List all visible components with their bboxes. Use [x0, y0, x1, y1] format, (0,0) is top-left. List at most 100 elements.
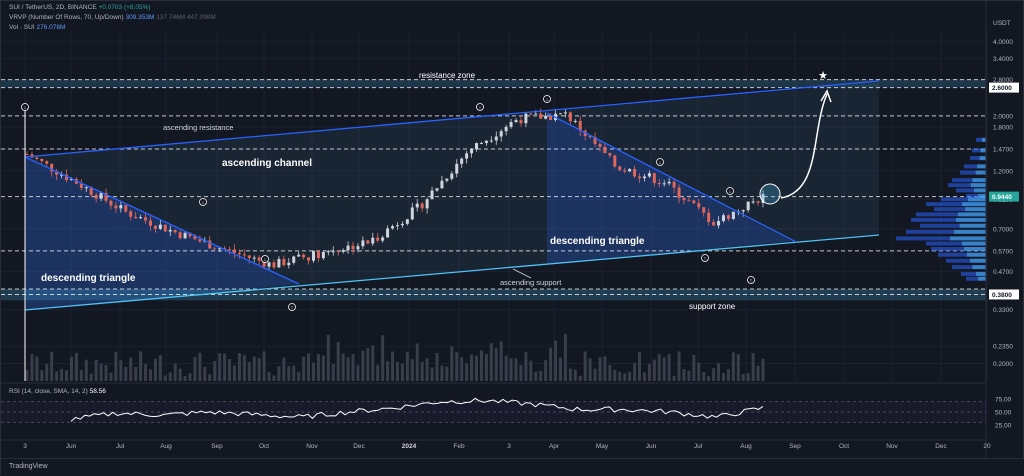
- volume-bar: [593, 368, 597, 381]
- candle-body: [163, 224, 167, 232]
- volume-profile-bar: [972, 178, 986, 183]
- rsi-line: [70, 397, 764, 422]
- descending-triangle-left-area: [25, 157, 299, 310]
- volume-bar: [297, 371, 301, 381]
- candle-body: [272, 262, 276, 268]
- volume-bar: [198, 352, 202, 381]
- arrow-down-icon: ↓: [546, 97, 549, 103]
- candle-body: [297, 254, 301, 257]
- candle-body: [395, 225, 399, 227]
- volume-bar: [598, 357, 602, 381]
- volume-profile-bar: [982, 137, 986, 142]
- volume-profile-bar: [916, 212, 986, 217]
- volume-bar: [524, 352, 528, 381]
- volume-bar: [494, 348, 498, 381]
- time-tick-label: Sep: [789, 443, 801, 450]
- volume-bar: [479, 350, 483, 381]
- candle-body: [603, 146, 607, 154]
- candle-body: [731, 211, 735, 219]
- volume-profile-bar: [968, 197, 986, 202]
- volume-profile-bar: [978, 276, 986, 281]
- price-chart[interactable]: ★ ↓ ↓ ↓ ↓ ↓ ↓ ↓ ↑ ↑ ↑ resistance zone ascending resi…: [1, 1, 1024, 458]
- candle-body: [292, 256, 296, 263]
- candle-body: [69, 179, 73, 181]
- volume-bar: [267, 371, 271, 381]
- volume-bar: [563, 333, 567, 381]
- volume-bar: [69, 356, 73, 381]
- arrow-down-icon: ↓: [729, 189, 732, 195]
- candle-body: [539, 113, 543, 119]
- candle-body: [247, 255, 251, 259]
- volume-bar: [203, 367, 207, 381]
- candle-body: [129, 211, 133, 217]
- volume-bar: [277, 366, 281, 381]
- candle-body: [598, 143, 602, 147]
- time-tick-label: Nov: [886, 443, 898, 450]
- candle-body: [633, 169, 637, 177]
- candle-body: [198, 239, 202, 242]
- volume-bar: [677, 351, 681, 381]
- volume-profile-bar: [950, 236, 986, 241]
- volume-bar: [262, 351, 266, 381]
- volume-bar: [60, 368, 64, 381]
- candle-body: [178, 232, 182, 239]
- volume-bar: [228, 359, 232, 381]
- volume-profile-bar: [941, 197, 986, 202]
- volume-profile-bar: [952, 265, 986, 270]
- volume-profile-bar: [979, 156, 986, 161]
- volume-bar: [583, 351, 587, 381]
- candle-body: [361, 240, 365, 247]
- candle-body: [475, 143, 479, 150]
- candle-body: [549, 115, 553, 121]
- time-tick-label: 20: [983, 443, 991, 450]
- volume-profile-bar: [977, 164, 986, 169]
- volume-bar: [25, 369, 29, 381]
- price-tick-label: 0.2350: [993, 344, 1013, 351]
- candle-body: [440, 180, 444, 189]
- candle-body: [391, 226, 395, 229]
- legend-rsi: RSI (14, close, SMA, 14, 2) 58.56: [9, 388, 106, 395]
- candle-body: [593, 136, 597, 144]
- price-tick-label: 0.3300: [993, 307, 1013, 314]
- volume-profile-bar: [966, 252, 986, 257]
- arrow-up-icon: ↑: [291, 305, 294, 311]
- volume-profile-bar: [976, 137, 986, 142]
- volume-bar: [386, 361, 390, 381]
- candle-body: [697, 203, 701, 208]
- candle-body: [153, 225, 157, 229]
- candle-body: [208, 240, 212, 249]
- volume-bar: [104, 365, 108, 381]
- volume-bar: [642, 372, 646, 381]
- volume-bar: [361, 350, 365, 381]
- candle-body: [677, 187, 681, 198]
- volume-bar: [302, 356, 306, 381]
- volume-bar: [376, 364, 380, 381]
- candle-body: [529, 113, 533, 115]
- marker-circle-icon: [261, 255, 269, 263]
- marker-circle-icon: [476, 103, 484, 111]
- candle-body: [287, 262, 291, 266]
- volume-bar: [519, 364, 523, 381]
- price-label-box: [989, 191, 1019, 202]
- volume-profile-bar: [956, 188, 986, 193]
- volume-profile-bar: [970, 156, 986, 161]
- candle-body: [242, 254, 246, 256]
- volume-profile-bar: [946, 258, 986, 263]
- volume-bar: [168, 372, 172, 381]
- volume-bar: [672, 375, 676, 381]
- volume-bar: [697, 362, 701, 381]
- volume-bar: [460, 357, 464, 381]
- label-ascending-channel: ascending channel: [222, 158, 312, 169]
- volume-bar: [717, 363, 721, 381]
- volume-profile-bar: [975, 170, 986, 175]
- candle-body: [509, 122, 513, 127]
- candle-body: [89, 187, 93, 195]
- candle-body: [751, 201, 755, 203]
- volume-profile-bar: [966, 193, 986, 198]
- candle-body: [578, 120, 582, 131]
- volume-bar: [45, 363, 49, 381]
- candle-body: [721, 215, 725, 222]
- volume-bar: [662, 357, 666, 381]
- arrow-up-icon: ↑: [704, 256, 707, 262]
